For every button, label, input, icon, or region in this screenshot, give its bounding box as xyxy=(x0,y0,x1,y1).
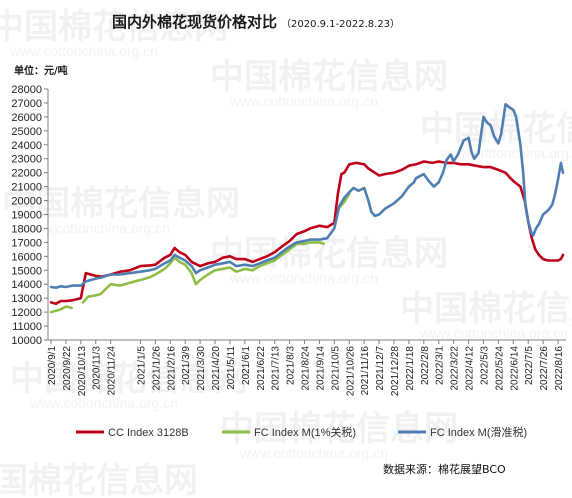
x-tick-label: 2021/11/16 xyxy=(360,346,371,396)
x-tick-label: 2020/9/22 xyxy=(62,346,73,391)
x-tick-label: 2022/2/8 xyxy=(420,346,431,385)
x-tick-label: 2021/12/7 xyxy=(375,346,386,391)
y-tick-label: 17000 xyxy=(11,237,42,249)
legend: CC Index 3128B FC Index M(1%关税) FC Index… xyxy=(76,425,527,439)
y-tick-label: 15000 xyxy=(11,265,42,277)
x-tick-label: 2021/6/1 xyxy=(241,346,252,385)
x-tick-label: 2022/5/3 xyxy=(479,346,490,385)
y-tick-label: 22000 xyxy=(11,168,42,180)
y-tick-label: 10000 xyxy=(11,335,42,347)
x-tick-label: 2021/10/26 xyxy=(345,346,356,396)
x-tick-label: 2021/1/26 xyxy=(151,346,162,391)
x-tick-label: 2022/1/18 xyxy=(405,346,416,391)
watermark-brand: 中国棉花信息网 xyxy=(210,234,448,274)
legend-label-fc-sliding: FC Index M(滑准税) xyxy=(430,425,527,439)
y-tick-label: 18000 xyxy=(11,223,42,235)
y-tick-label: 13000 xyxy=(11,293,42,305)
watermark-brand: 中国棉花信息网 xyxy=(2,184,240,224)
y-tick-label: 19000 xyxy=(11,210,42,222)
watermark-url: www.cottonchina.org.cn xyxy=(9,43,158,59)
watermark-url: www.cottonchina.org.cn xyxy=(29,395,178,411)
x-tick-label: 2021/9/14 xyxy=(315,346,326,391)
x-tick-label: 2022/7/26 xyxy=(539,346,550,391)
x-tick-label: 2021/5/11 xyxy=(226,346,237,390)
y-tick-label: 23000 xyxy=(11,154,42,166)
y-tick-label: 14000 xyxy=(11,279,42,291)
watermark-url: www.cottonchina.org.cn xyxy=(21,220,170,236)
x-tick-label: 2022/8/16 xyxy=(554,346,565,391)
x-tick-label: 2022/5/24 xyxy=(494,346,505,391)
x-tick-label: 2020/9/1 xyxy=(47,346,58,385)
watermark-brand: 中国棉花信息网 xyxy=(420,109,572,149)
watermark-url: www.cottonchina.org.cn xyxy=(229,270,378,286)
chart-title: 国内外棉花现货价格对比 xyxy=(112,13,277,31)
x-tick-label: 2021/6/22 xyxy=(256,346,267,391)
watermark-brand: 中国棉花信息网 xyxy=(400,289,572,329)
x-tick-label: 2021/10/5 xyxy=(330,346,341,391)
x-tick-label: 2022/4/12 xyxy=(465,346,476,391)
watermark-brand: 中国棉花信息网 xyxy=(10,359,248,399)
x-tick-label: 2022/6/14 xyxy=(509,346,520,391)
y-tick-label: 16000 xyxy=(11,251,42,263)
y-tick-label: 28000 xyxy=(11,84,42,96)
y-tick-label: 21000 xyxy=(11,182,42,194)
watermark-layer: 中国棉花信息网www.cottonchina.org.cn中国棉花信息网www.… xyxy=(0,7,572,498)
x-tick-label: 2020/11/24 xyxy=(107,346,118,396)
watermark-url: www.cottonchina.org.cn xyxy=(239,445,388,461)
x-tick-label: 2021/12/28 xyxy=(390,346,401,396)
y-tick-label: 25000 xyxy=(11,126,42,138)
x-tick-label: 2022/3/1 xyxy=(435,346,446,385)
x-tick-label: 2021/3/30 xyxy=(196,346,207,391)
watermark-url: www.cottonchina.org.cn xyxy=(419,325,568,341)
x-tick-label: 2021/4/20 xyxy=(211,346,222,391)
x-tick-label: 2021/1/5 xyxy=(136,346,147,385)
watermark-brand: 中国棉花信息网 xyxy=(220,409,458,449)
x-tick-label: 2021/3/9 xyxy=(181,346,192,385)
svg-text:国内外棉花现货价格对比（2020.9.1-2022.8.23: 国内外棉花现货价格对比 （2020.9.1-2022.8.23） xyxy=(112,13,400,31)
x-tick-label: 2021/8/3 xyxy=(286,346,297,385)
x-tick-label: 2021/7/13 xyxy=(271,346,282,391)
y-axis-ticks: 10000 11000 12000 13000 14000 15000 16000 17000… xyxy=(11,84,48,347)
legend-label-cc: CC Index 3128B xyxy=(108,427,189,439)
unit-label: 单位：元/吨 xyxy=(14,64,68,77)
y-tick-label: 11000 xyxy=(12,321,42,333)
y-tick-label: 20000 xyxy=(11,196,42,208)
watermark-brand: 中国棉花信息网 xyxy=(0,461,198,498)
watermark-brand: 中国棉花信息网 xyxy=(0,7,228,47)
x-axis-ticks: 2020/9/1 2020/9/22 2020/10/13 2020/11/3 2020… xyxy=(47,340,565,396)
watermark-url: www.cottonchina.org.cn xyxy=(229,93,378,109)
x-tick-label: 2021/8/24 xyxy=(301,346,312,391)
legend-label-fc-1pct: FC Index M(1%关税) xyxy=(254,425,356,439)
x-tick-label: 2022/3/22 xyxy=(450,346,461,391)
source-note: 数据来源：棉花展望BCO xyxy=(383,462,506,476)
x-tick-label: 2020/11/3 xyxy=(92,346,103,390)
x-tick-label: 2021/2/16 xyxy=(166,346,177,391)
series-line-2 xyxy=(49,103,565,289)
y-tick-label: 27000 xyxy=(11,98,42,110)
y-tick-label: 12000 xyxy=(11,307,42,319)
series-lines xyxy=(49,103,565,314)
x-tick-label: 2022/7/5 xyxy=(524,346,535,385)
x-tick-label: 2020/10/13 xyxy=(77,346,88,396)
watermark-brand: 中国棉花信息网 xyxy=(210,57,448,97)
chart-subtitle: （2020.9.1-2022.8.23） xyxy=(281,18,400,30)
y-tick-label: 26000 xyxy=(11,112,42,124)
y-tick-label: 24000 xyxy=(11,140,42,152)
